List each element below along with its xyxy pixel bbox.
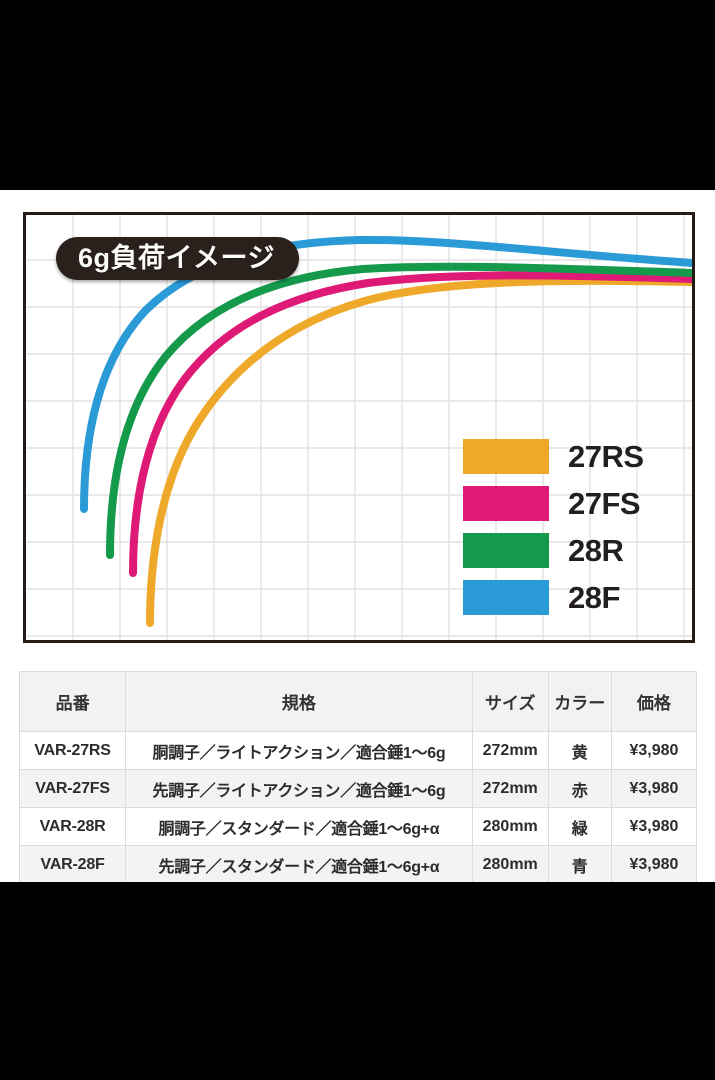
chart-title-badge: 6g負荷イメージ xyxy=(56,237,299,280)
column-header-size: サイズ xyxy=(471,671,549,732)
legend-swatch-27fs xyxy=(463,486,549,521)
cell-size: 280mm xyxy=(471,845,549,884)
legend-label-27fs: 27FS xyxy=(568,486,641,521)
legend-label-28r: 28R xyxy=(568,533,624,568)
cell-color: 赤 xyxy=(547,769,612,808)
cell-price: ¥3,980 xyxy=(610,769,698,808)
cell-price: ¥3,980 xyxy=(610,807,698,846)
curve-28r xyxy=(106,262,692,559)
cell-size: 280mm xyxy=(471,807,549,846)
cell-size: 272mm xyxy=(471,769,549,808)
spec-table: 品番 規格 サイズ カラー 価格 VAR-27RS 胴調子／ライトアクション／適… xyxy=(18,671,698,884)
column-header-code: 品番 xyxy=(18,671,127,732)
chart-title-text: 6g負荷イメージ xyxy=(78,243,275,273)
table-row: VAR-28R 胴調子／スタンダード／適合錘1〜6g+α 280mm 緑 ¥3,… xyxy=(18,807,698,846)
cell-code: VAR-27RS xyxy=(18,731,127,770)
cell-code: VAR-28R xyxy=(18,807,127,846)
column-header-price: 価格 xyxy=(610,671,698,732)
cell-spec: 胴調子／スタンダード／適合錘1〜6g+α xyxy=(125,807,473,846)
product-info-page: 6g負荷イメージ 27RS 27FS 28R 28F xyxy=(0,190,715,884)
legend-label-27rs: 27RS xyxy=(568,439,644,474)
chart-plot-area: 6g負荷イメージ 27RS 27FS 28R 28F xyxy=(26,215,692,640)
legend-item-28f: 28F xyxy=(463,574,644,621)
cell-color: 黄 xyxy=(547,731,612,770)
cell-spec: 先調子／ライトアクション／適合錘1〜6g xyxy=(125,769,473,808)
cell-code: VAR-27FS xyxy=(18,769,127,808)
cell-color: 青 xyxy=(547,845,612,884)
cell-spec: 胴調子／ライトアクション／適合錘1〜6g xyxy=(125,731,473,770)
legend-swatch-28f xyxy=(463,580,549,615)
legend-item-27fs: 27FS xyxy=(463,480,644,527)
cell-price: ¥3,980 xyxy=(610,731,698,770)
letterbox-bottom xyxy=(0,882,715,1080)
cell-code: VAR-28F xyxy=(18,845,127,884)
column-header-color: カラー xyxy=(547,671,612,732)
curve-27fs xyxy=(129,271,692,577)
table-row: VAR-28F 先調子／スタンダード／適合錘1〜6g+α 280mm 青 ¥3,… xyxy=(18,845,698,884)
legend-swatch-27rs xyxy=(463,439,549,474)
table-header-row: 品番 規格 サイズ カラー 価格 xyxy=(18,671,698,732)
letterbox-top xyxy=(0,0,715,190)
cell-spec: 先調子／スタンダード／適合錘1〜6g+α xyxy=(125,845,473,884)
cell-color: 緑 xyxy=(547,807,612,846)
legend-item-28r: 28R xyxy=(463,527,644,574)
cell-size: 272mm xyxy=(471,731,549,770)
legend-label-28f: 28F xyxy=(568,580,620,615)
table-row: VAR-27FS 先調子／ライトアクション／適合錘1〜6g 272mm 赤 ¥3… xyxy=(18,769,698,808)
table-row: VAR-27RS 胴調子／ライトアクション／適合錘1〜6g 272mm 黄 ¥3… xyxy=(18,731,698,770)
bend-curve-chart: 6g負荷イメージ 27RS 27FS 28R 28F xyxy=(23,212,695,643)
chart-legend: 27RS 27FS 28R 28F xyxy=(463,433,644,621)
spec-table-container: 品番 規格 サイズ カラー 価格 VAR-27RS 胴調子／ライトアクション／適… xyxy=(18,671,698,884)
curve-27rs xyxy=(146,276,692,627)
legend-item-27rs: 27RS xyxy=(463,433,644,480)
cell-price: ¥3,980 xyxy=(610,845,698,884)
column-header-spec: 規格 xyxy=(125,671,473,732)
legend-swatch-28r xyxy=(463,533,549,568)
